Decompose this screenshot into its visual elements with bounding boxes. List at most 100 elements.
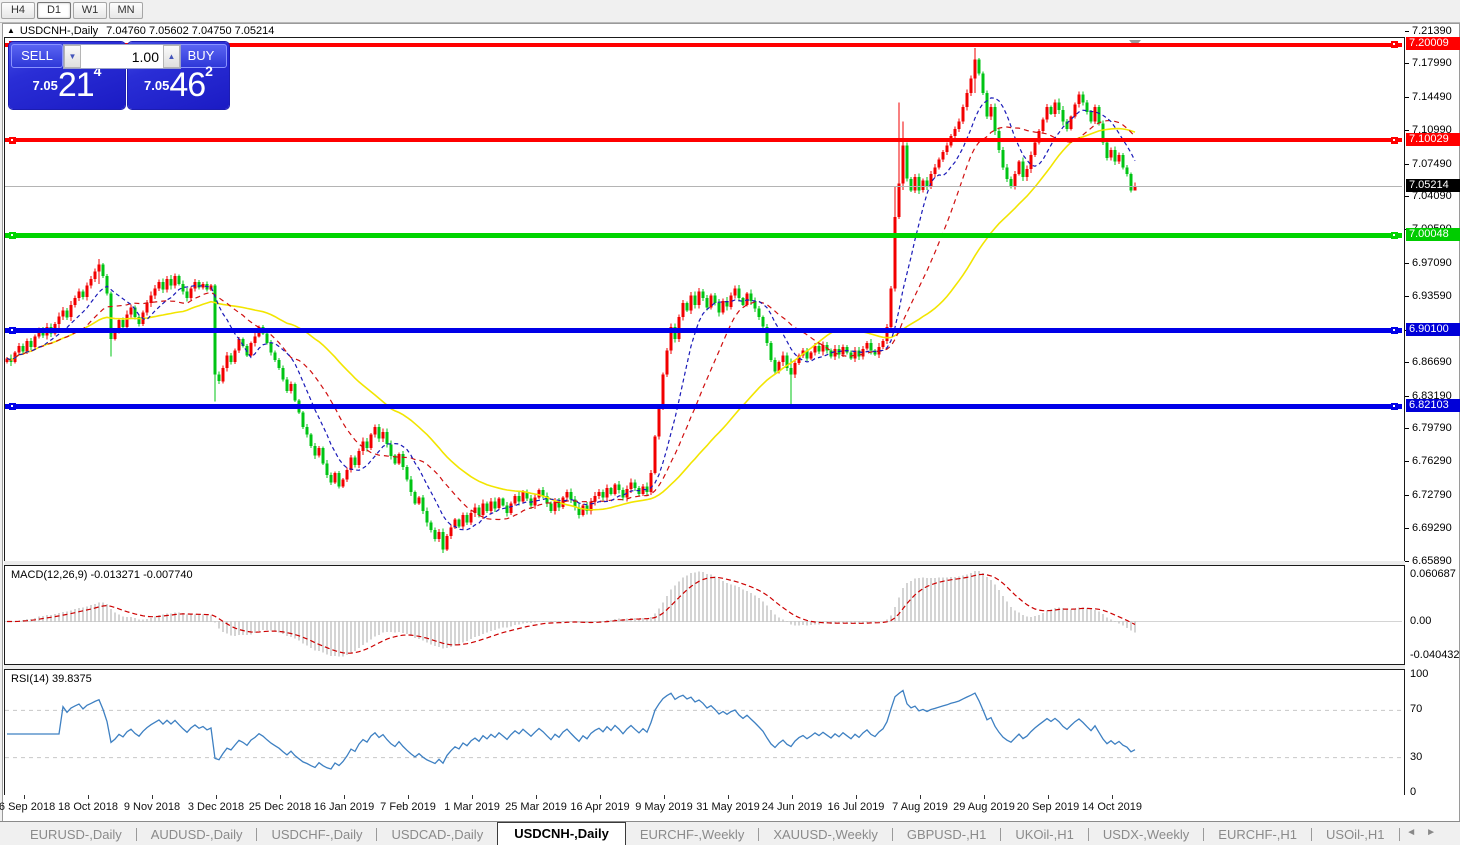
buy-price: 7.05462 [144, 63, 213, 104]
sell-button[interactable]: SELL [11, 44, 63, 68]
date-tick [152, 795, 153, 799]
price-tick [1405, 130, 1409, 131]
price-tick [1405, 561, 1409, 562]
tab-item[interactable]: EURCHF-,H1 [1218, 827, 1298, 842]
horizontal-level-line[interactable] [5, 138, 1402, 142]
tab-separator [1000, 828, 1002, 841]
rsi-label: RSI(14) 39.8375 [11, 673, 92, 685]
line-drag-handle[interactable] [1391, 327, 1398, 334]
date-label: 14 Oct 2019 [1082, 801, 1142, 813]
price-tick-label: 7.07490 [1412, 158, 1452, 170]
tab-scroll-left-icon[interactable]: ◄ [1406, 827, 1427, 838]
date-label: 25 Dec 2018 [248, 801, 312, 813]
price-tick [1405, 396, 1409, 397]
tab-item[interactable]: GBPUSD-,H1 [906, 827, 987, 842]
date-label: 7 Aug 2019 [892, 801, 948, 813]
line-drag-handle[interactable] [9, 403, 16, 410]
date-label: 25 Mar 2019 [505, 801, 567, 813]
tab-item[interactable]: USDCAD-,Daily [391, 827, 484, 842]
timeframe-button-h4[interactable]: H4 [1, 2, 35, 19]
price-chart-panel[interactable] [4, 37, 1405, 563]
price-tick-label: 7.04090 [1412, 190, 1452, 202]
date-axis: 26 Sep 2018 18 Oct 2018 9 Nov 2018 3 Dec… [0, 795, 1405, 820]
macd-panel[interactable]: MACD(12,26,9) -0.013271 -0.007740 [4, 565, 1405, 665]
price-tick-label: 6.65890 [1412, 555, 1452, 567]
line-drag-handle[interactable] [9, 232, 16, 239]
line-drag-handle[interactable] [1391, 232, 1398, 239]
price-tick-label: 7.14490 [1412, 91, 1452, 103]
rsi-panel[interactable]: RSI(14) 39.8375 [4, 669, 1405, 796]
tab-item[interactable]: USOil-,H1 [1326, 827, 1385, 842]
horizontal-level-line[interactable] [5, 43, 1402, 47]
price-tick [1405, 196, 1409, 197]
price-level-badge: 6.82103 [1406, 399, 1460, 412]
price-tick-label: 6.76290 [1412, 455, 1452, 467]
date-tick [1048, 795, 1049, 799]
price-level-badge: 7.10029 [1406, 133, 1460, 146]
date-label: 9 Nov 2018 [123, 801, 181, 813]
panel-splitter[interactable] [4, 561, 1405, 565]
macd-axis-zero: 0.00 [1410, 615, 1432, 627]
chart-ohlc-values: 7.04760 7.05602 7.04750 7.05214 [106, 25, 275, 37]
candles-layer [5, 47, 1137, 554]
panel-splitter[interactable] [4, 665, 1405, 669]
timeframe-toolbar: H4 D1 W1 MN [0, 0, 1460, 23]
date-label: 16 Apr 2019 [570, 801, 630, 813]
date-tick [216, 795, 217, 799]
date-label: 20 Sep 2019 [1016, 801, 1080, 813]
date-tick [536, 795, 537, 799]
macd-signal-line [7, 573, 1136, 654]
horizontal-level-line[interactable] [5, 233, 1402, 238]
tab-item[interactable]: EURCHF-,Weekly [639, 827, 745, 842]
buy-button[interactable]: BUY [175, 44, 227, 68]
rsi-axis-label: 70 [1410, 703, 1423, 715]
date-tick [344, 795, 345, 799]
collapse-triangle-icon[interactable]: ▲ [7, 26, 15, 35]
rsi-axis-label: 0 [1410, 786, 1417, 798]
date-label: 3 Dec 2018 [187, 801, 245, 813]
tab-scroll-right-icon[interactable]: ► [1426, 827, 1446, 838]
timeframe-button-d1[interactable]: D1 [37, 2, 71, 19]
date-tick [280, 795, 281, 799]
volume-input[interactable] [81, 45, 163, 68]
macd-axis-min: -0.040432 [1410, 649, 1460, 661]
tab-item[interactable]: UKOil-,H1 [1015, 827, 1074, 842]
date-label: 16 Jul 2019 [827, 801, 885, 813]
line-drag-handle[interactable] [1391, 403, 1398, 410]
timeframe-button-mn[interactable]: MN [109, 2, 143, 19]
price-tick-label: 7.17990 [1412, 57, 1452, 69]
line-drag-handle[interactable] [9, 327, 16, 334]
tab-item[interactable]: USDCNH-,Daily [497, 822, 626, 845]
chart-title: USDCNH-,Daily [19, 25, 99, 37]
price-tick-label: 7.21390 [1412, 25, 1452, 37]
date-label: 16 Jan 2019 [313, 801, 375, 813]
volume-increase-button[interactable]: ▲ [163, 45, 180, 68]
tab-item[interactable]: AUDUSD-,Daily [150, 827, 243, 842]
line-drag-handle[interactable] [9, 137, 16, 144]
horizontal-level-line[interactable] [5, 404, 1402, 409]
date-tick [1112, 795, 1113, 799]
tab-separator [891, 828, 893, 841]
date-label: 9 May 2019 [635, 801, 693, 813]
line-drag-handle[interactable] [1391, 41, 1398, 48]
price-tick [1405, 296, 1409, 297]
tab-item[interactable]: XAUUSD-,Weekly [773, 827, 878, 842]
tab-item[interactable]: EURUSD-,Daily [30, 827, 122, 842]
price-tick [1405, 461, 1409, 462]
volume-decrease-button[interactable]: ▼ [64, 45, 81, 68]
horizontal-level-line[interactable] [5, 186, 1402, 187]
chart-tab-bar: EURUSD-,Daily AUDUSD-,Daily USDCHF-,Daily U… [0, 821, 1460, 845]
line-drag-handle[interactable] [1391, 137, 1398, 144]
date-tick [600, 795, 601, 799]
tab-item[interactable]: USDX-,Weekly [1102, 827, 1190, 842]
tab-item[interactable]: USDCHF-,Daily [271, 827, 363, 842]
date-label: 31 May 2019 [696, 801, 760, 813]
price-level-badge: 6.90100 [1406, 323, 1460, 336]
price-tick [1405, 63, 1409, 64]
date-label: 24 Jun 2019 [761, 801, 823, 813]
tab-separator [135, 828, 137, 841]
horizontal-level-line[interactable] [5, 328, 1402, 333]
timeframe-button-w1[interactable]: W1 [73, 2, 107, 19]
price-tick [1405, 528, 1409, 529]
current-price-badge: 7.05214 [1406, 179, 1460, 192]
